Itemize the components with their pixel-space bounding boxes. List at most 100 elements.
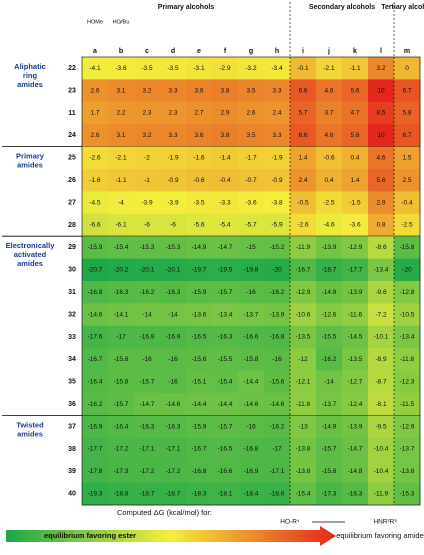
cell-value: -15.9 <box>192 423 207 430</box>
cell <box>342 101 369 125</box>
cell-value: -3.6 <box>349 222 361 229</box>
cell <box>238 460 265 483</box>
cell <box>238 146 265 170</box>
column-letter: l <box>380 48 382 55</box>
cell <box>212 79 239 103</box>
cell <box>316 169 343 192</box>
row-id: 26 <box>68 177 76 184</box>
cell-value: -18.7 <box>166 491 181 498</box>
cell <box>238 415 265 439</box>
cell-value: -16.6 <box>244 334 259 341</box>
cell <box>264 79 291 103</box>
cell-value: 1.5 <box>402 155 411 162</box>
cell-value: -14.6 <box>88 311 103 318</box>
cell-value: -16.8 <box>192 468 207 475</box>
cell-value: -17.7 <box>348 267 363 274</box>
cell <box>394 460 421 483</box>
cell <box>82 415 109 439</box>
row-id: 38 <box>68 446 76 453</box>
cell <box>316 370 343 394</box>
cell <box>134 393 161 416</box>
cell-value: -1.6 <box>193 155 205 162</box>
cell-value: -17.2 <box>114 446 129 453</box>
cell-value: -20.7 <box>88 267 103 274</box>
cell <box>290 57 317 80</box>
cell <box>212 124 239 147</box>
cell <box>394 437 421 461</box>
cell <box>238 124 265 147</box>
cell <box>186 57 213 80</box>
cell <box>186 169 213 192</box>
cell-value: -16.2 <box>270 423 285 430</box>
table: Primary alcohols a b c d e f g h Secondary alcoho… <box>2 2 424 506</box>
cell-value: 2.4 <box>272 110 281 117</box>
cell <box>264 460 291 483</box>
cell <box>82 79 109 103</box>
cell <box>394 146 421 170</box>
cell <box>394 281 421 304</box>
cell-value: 0.4 <box>324 177 333 184</box>
cell-value: -16.9 <box>140 334 155 341</box>
cell-value: -16.9 <box>88 423 103 430</box>
cell <box>212 169 239 192</box>
cell <box>82 460 109 483</box>
cell <box>134 348 161 371</box>
cell-value: -16.3 <box>114 289 129 296</box>
column-letter: f <box>224 48 227 55</box>
cell-value: -15.7 <box>140 379 155 386</box>
cell-value: -13.5 <box>296 334 311 341</box>
cell <box>238 101 265 125</box>
cell-value: -16 <box>246 289 256 296</box>
cell-value: -9.6 <box>375 289 387 296</box>
cell-value: 3.3 <box>272 87 281 94</box>
cell <box>264 124 291 147</box>
cell <box>82 437 109 461</box>
cell <box>368 348 395 371</box>
cell-value: -15.7 <box>114 401 129 408</box>
cell-value: -5.6 <box>193 222 205 229</box>
cell <box>238 325 265 349</box>
cell <box>108 191 135 215</box>
cell-value: -16.2 <box>322 356 337 363</box>
cell <box>394 213 421 237</box>
cell-value: -2.9 <box>219 65 231 72</box>
cell <box>238 303 265 327</box>
cell <box>134 303 161 327</box>
cell-value: -17 <box>116 334 126 341</box>
cell-value: -5.9 <box>271 222 283 229</box>
cell-value: 5.6 <box>350 87 359 94</box>
cell-value: -3.2 <box>245 65 257 72</box>
cell <box>238 393 265 416</box>
cell <box>108 348 135 371</box>
cell-value: 3.7 <box>324 110 333 117</box>
cell <box>342 370 369 394</box>
cell-value: 4.6 <box>324 87 333 94</box>
cell <box>290 415 317 439</box>
cell-value: -10.6 <box>296 311 311 318</box>
cell <box>134 191 161 215</box>
cell-value: -20.2 <box>114 267 129 274</box>
cell-value: -13.4 <box>374 267 389 274</box>
cell-value: -16.8 <box>88 289 103 296</box>
cell-value: 3.2 <box>142 132 151 139</box>
cell <box>186 146 213 170</box>
cell-value: -16.3 <box>218 334 233 341</box>
cell <box>134 169 161 192</box>
cell-value: -17.1 <box>270 468 285 475</box>
cell <box>82 258 109 282</box>
row-id: 40 <box>68 491 76 498</box>
cell <box>368 393 395 416</box>
cell-value: 3.8 <box>220 132 229 139</box>
cell-value: -16.4 <box>88 379 103 386</box>
column-letter: a <box>93 48 97 55</box>
cell <box>186 460 213 483</box>
cell-value: -14 <box>168 311 178 318</box>
cell-value: -20 <box>272 267 282 274</box>
row-id: 37 <box>68 423 76 430</box>
cell <box>134 415 161 439</box>
cell-value: -16.8 <box>270 334 285 341</box>
cell <box>342 57 369 80</box>
cell-value: -8.9 <box>375 356 387 363</box>
cell <box>134 146 161 170</box>
cell <box>82 101 109 125</box>
